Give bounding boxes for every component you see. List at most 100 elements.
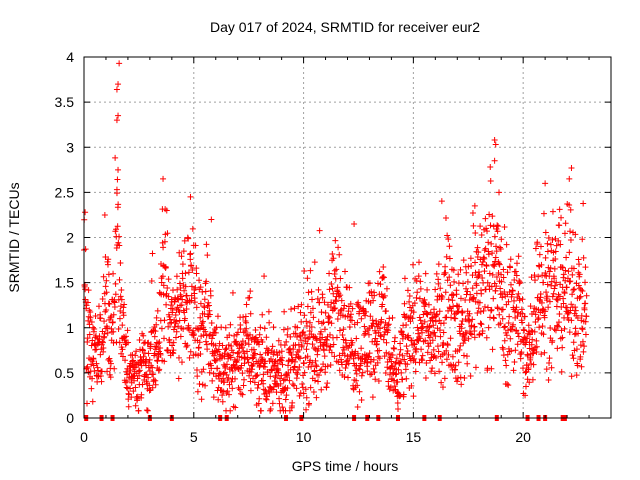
data-point [487, 307, 494, 314]
data-point [492, 254, 499, 261]
data-point [327, 362, 334, 369]
data-point [413, 294, 420, 301]
data-point [283, 392, 290, 399]
data-point [515, 290, 522, 297]
data-point [294, 324, 301, 331]
data-point [567, 206, 574, 213]
data-point [260, 363, 267, 370]
data-point [552, 282, 559, 289]
data-point [129, 358, 136, 365]
data-point [522, 392, 529, 399]
data-point [83, 400, 90, 407]
data-point [495, 223, 502, 230]
data-point [100, 273, 107, 280]
data-point [468, 331, 475, 338]
data-point [366, 350, 373, 357]
data-point [125, 403, 132, 410]
data-point [263, 334, 270, 341]
data-point [463, 269, 470, 276]
data-point [83, 365, 90, 372]
data-point [243, 301, 250, 308]
data-point [575, 282, 582, 289]
data-point [564, 304, 571, 311]
data-point [413, 277, 420, 284]
data-point [416, 259, 423, 266]
data-point [342, 339, 349, 346]
data-point [315, 372, 322, 379]
data-point [429, 365, 436, 372]
data-point [168, 302, 175, 309]
data-point [490, 261, 497, 268]
data-point [567, 278, 574, 285]
axis-ticks: 0 0.5 1 1.5 2 2.5 3 3.5 4 0 5 10 15 20 [55, 49, 611, 445]
data-point [477, 223, 484, 230]
data-point [145, 374, 152, 381]
data-point [509, 287, 516, 294]
data-point [98, 368, 105, 375]
data-point [289, 399, 296, 406]
data-point [358, 315, 365, 322]
data-point [82, 286, 89, 293]
data-point [473, 282, 480, 289]
data-point [178, 293, 185, 300]
data-point [545, 376, 552, 383]
data-point [416, 295, 423, 302]
data-point [511, 277, 518, 284]
data-point [449, 297, 456, 304]
data-point [485, 239, 492, 246]
data-point [471, 323, 478, 330]
data-point [83, 302, 90, 309]
data-point [107, 358, 114, 365]
data-point [115, 112, 122, 119]
data-point [227, 321, 234, 328]
data-point [492, 141, 499, 148]
data-point [451, 278, 458, 285]
data-point [303, 346, 310, 353]
data-point [402, 366, 409, 373]
data-point [423, 360, 430, 367]
data-point [107, 360, 114, 367]
data-point [355, 365, 362, 372]
data-point [460, 280, 467, 287]
data-point [149, 364, 156, 371]
data-point [448, 314, 455, 321]
data-point [341, 302, 348, 309]
data-point [276, 349, 283, 356]
data-point [103, 289, 110, 296]
data-point [229, 385, 236, 392]
data-point [136, 372, 143, 379]
data-point [430, 353, 437, 360]
data-point [472, 259, 479, 266]
data-point [526, 331, 533, 338]
data-point [523, 361, 530, 368]
data-point [580, 200, 587, 207]
data-point [123, 368, 130, 375]
data-point [394, 400, 401, 407]
data-point [445, 236, 452, 243]
data-point [307, 384, 314, 391]
data-point [581, 343, 588, 350]
data-point [270, 324, 277, 331]
data-point [326, 286, 333, 293]
data-point [525, 322, 532, 329]
data-point [368, 288, 375, 295]
data-point [117, 293, 124, 300]
data-point [245, 341, 252, 348]
data-point [279, 354, 286, 361]
data-point [116, 242, 123, 249]
data-point [331, 353, 338, 360]
data-point [232, 375, 239, 382]
data-point [284, 385, 291, 392]
data-point [163, 301, 170, 308]
data-point [496, 260, 503, 267]
data-point [507, 256, 514, 263]
data-point [534, 316, 541, 323]
data-point [452, 362, 459, 369]
data-point [505, 298, 512, 305]
data-point [474, 310, 481, 317]
data-point [245, 335, 252, 342]
data-point [491, 261, 498, 268]
data-point [294, 366, 301, 373]
data-point [242, 340, 249, 347]
data-point [408, 337, 415, 344]
